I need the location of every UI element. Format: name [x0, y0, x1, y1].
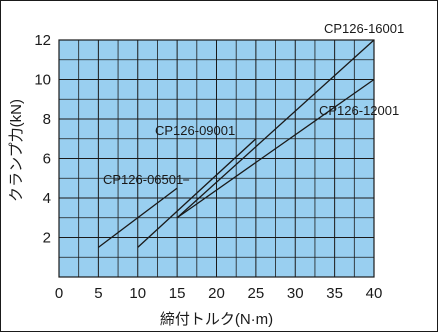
x-axis-title: 締付トルク(N·m): [160, 311, 273, 328]
series-label: CP126-12001: [319, 103, 399, 118]
series-label: CP126-09001: [155, 123, 235, 138]
x-tick-label: 40: [366, 285, 383, 302]
x-tick-label: 20: [208, 285, 225, 302]
x-tick-label: 0: [55, 285, 63, 302]
y-tick-label: 8: [43, 111, 51, 128]
y-tick-label: 10: [34, 72, 51, 89]
x-axis-ticks: 0 5 10 15 20 25 30 35 40: [55, 285, 383, 302]
series-label: CP126-06501: [103, 172, 183, 187]
x-tick-label: 25: [248, 285, 265, 302]
series-line: [176, 78, 375, 219]
series-label: CP126-16001: [324, 21, 404, 36]
major-gridlines: [59, 40, 374, 277]
y-axis-ticks: 2 4 6 8 10 12: [34, 32, 51, 247]
x-tick-label: 5: [94, 285, 102, 302]
plot-border: [58, 39, 375, 278]
y-tick-label: 12: [34, 32, 51, 49]
series-line: [97, 187, 178, 248]
y-tick-label: 2: [43, 230, 51, 247]
x-tick-label: 35: [326, 285, 343, 302]
x-tick-label: 15: [169, 285, 186, 302]
x-tick-label: 30: [287, 285, 304, 302]
series-line: [176, 39, 375, 219]
series-line: [137, 138, 257, 248]
chart: CP126-06501 CP126-09001 CP126-16001 CP126-1…: [8, 21, 404, 328]
y-axis-title: クランプ力(kN): [8, 99, 25, 202]
series-labels: CP126-06501 CP126-09001 CP126-16001 CP126-1…: [103, 21, 404, 187]
x-tick-label: 10: [129, 285, 146, 302]
y-tick-label: 4: [43, 190, 51, 207]
y-tick-label: 6: [43, 151, 51, 168]
series-lines: [97, 39, 375, 248]
